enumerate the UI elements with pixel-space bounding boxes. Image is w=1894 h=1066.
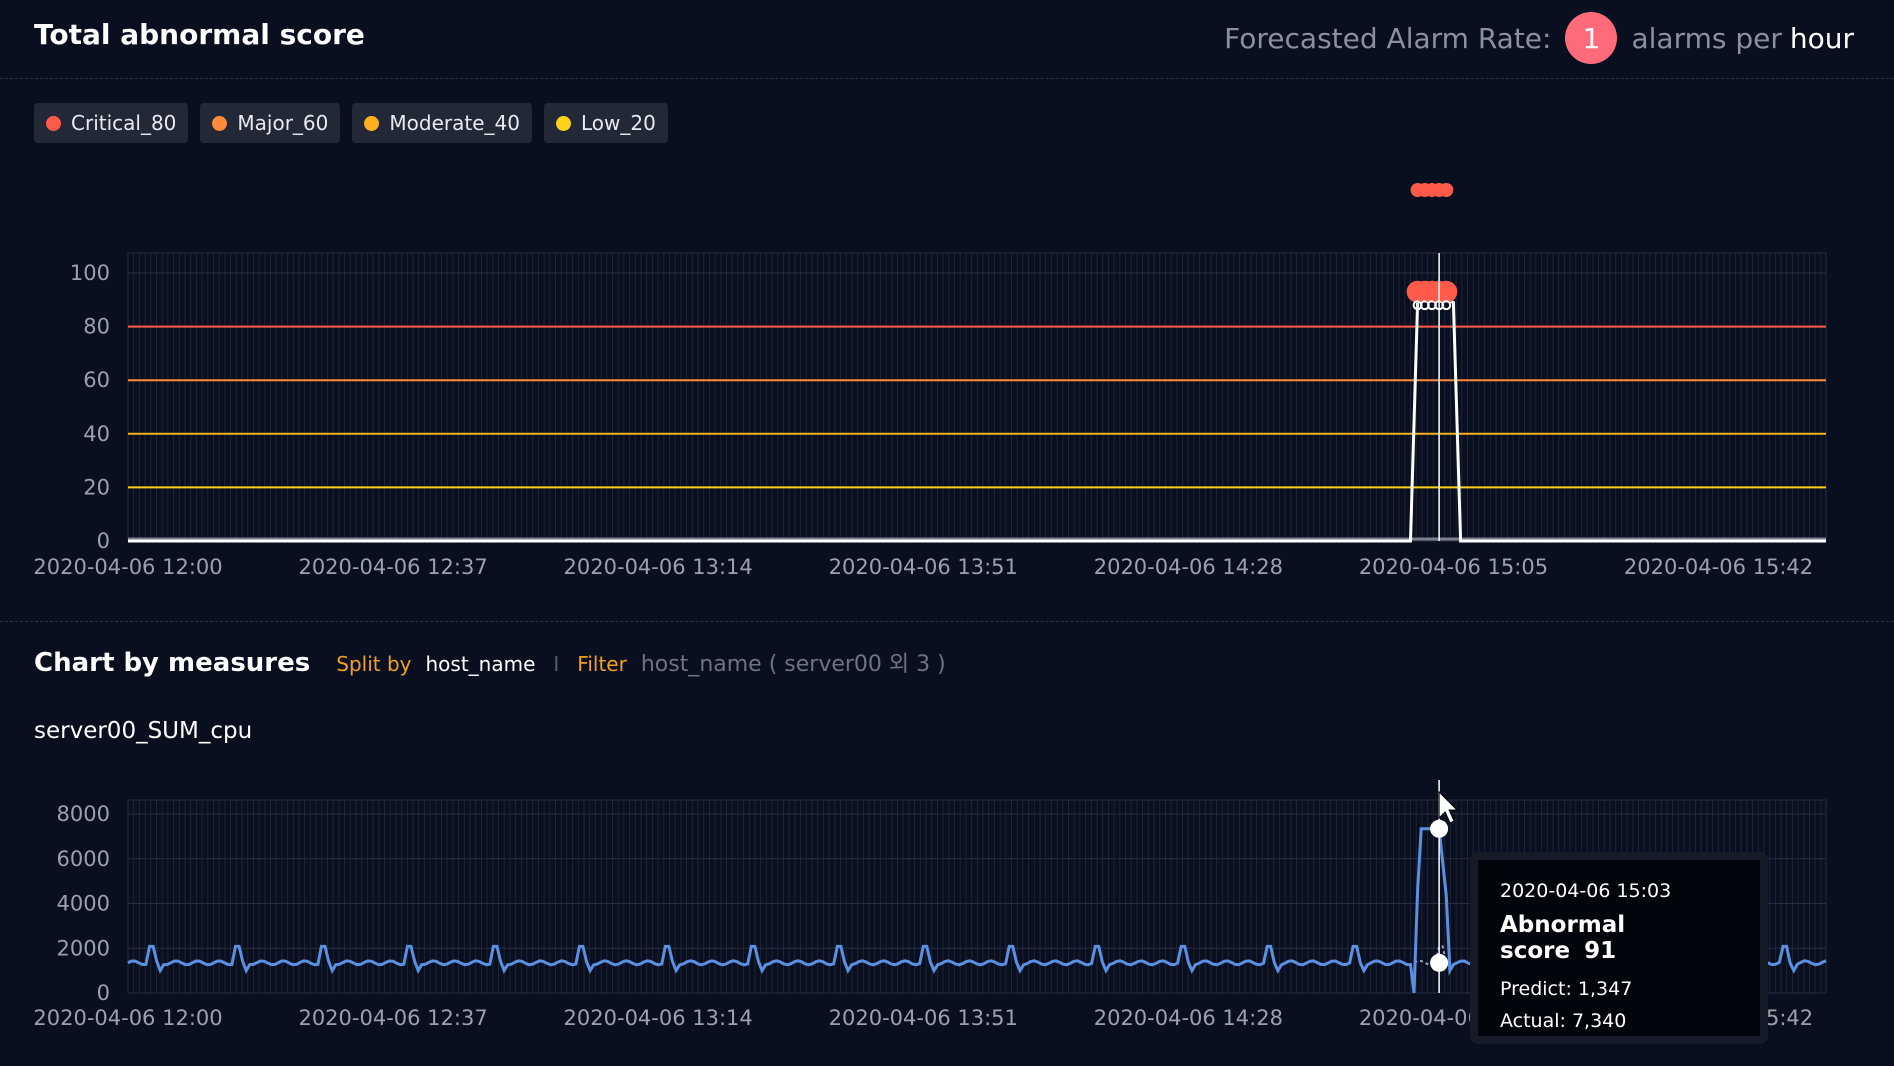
legend-item-low[interactable]: Low_20 xyxy=(543,103,668,143)
x-tick-label: 2020-04-06 13:14 xyxy=(564,555,753,579)
y-tick-label: 0 xyxy=(97,529,110,553)
x-tick-label: 2020-04-06 12:37 xyxy=(298,1006,487,1030)
alarm-rate-suffix: alarms per xyxy=(1631,21,1782,55)
x-tick-label: 2020-04-06 12:37 xyxy=(298,555,487,579)
low-dot-icon xyxy=(555,115,571,131)
tooltip-score-label: Abnormal score xyxy=(1500,912,1626,964)
alarm-rate-unit-dropdown[interactable]: hour xyxy=(1789,21,1854,55)
y-tick-label: 40 xyxy=(83,422,110,446)
y-tick-label: 20 xyxy=(83,475,110,499)
toolbar-separator: I xyxy=(553,652,560,676)
y-tick-label: 60 xyxy=(83,368,110,392)
split-by-label: Split by xyxy=(336,652,412,676)
legend-item-critical[interactable]: Critical_80 xyxy=(34,103,189,143)
mouse-cursor-icon xyxy=(1438,790,1459,824)
tooltip-score: Abnormal score 91 xyxy=(1500,912,1738,964)
filter-value[interactable]: host_name ( server00 외 3 ) xyxy=(640,652,946,677)
y-tick-label: 100 xyxy=(70,261,110,285)
alarm-rate-label: Forecasted Alarm Rate: xyxy=(1224,21,1552,55)
chart-by-measures-toolbar: Chart by measures Split by host_name I F… xyxy=(34,646,946,678)
score-grid xyxy=(127,252,1827,542)
actual-cursor-point xyxy=(1430,819,1449,838)
moderate-dot-icon xyxy=(364,115,380,131)
x-tick-label: 2020-04-06 15:05 xyxy=(1359,555,1548,579)
y-tick-label: 2000 xyxy=(57,936,110,960)
filter-label: Filter xyxy=(577,652,627,676)
x-tick-label: 2020-04-06 13:14 xyxy=(564,1006,753,1030)
legend-item-moderate[interactable]: Moderate_40 xyxy=(352,103,532,143)
x-tick-label: 2020-04-06 12:00 xyxy=(33,1006,222,1030)
abnormal-score-chart[interactable]: 0 20 40 60 80 100 2020-04-06 12:00 2020-04-06 1… xyxy=(0,160,1894,590)
tooltip-date: 2020-04-06 15:03 xyxy=(1500,880,1672,902)
x-tick-label: 2020-04-06 15:42 xyxy=(1624,555,1813,579)
legend-label: Moderate_40 xyxy=(389,111,520,135)
x-tick-label: 2020-04-06 13:51 xyxy=(829,1006,1018,1030)
tooltip-score-value: 91 xyxy=(1584,938,1617,964)
alarm-count-badge: 1 xyxy=(1565,12,1618,64)
critical-dot-icon xyxy=(46,115,61,131)
x-tick-label: 2020-04-06 12:00 xyxy=(33,555,222,579)
alarm-rate: Forecasted Alarm Rate: 1 alarms per hour xyxy=(1224,12,1854,64)
alarm-point xyxy=(1441,300,1452,311)
section-title: Chart by measures xyxy=(34,648,311,678)
split-by-value[interactable]: host_name xyxy=(425,652,536,676)
y-tick-label: 8000 xyxy=(57,802,110,826)
alarm-top-marker xyxy=(1439,183,1454,197)
legend-label: Low_20 xyxy=(580,111,656,135)
legend-label: Critical_80 xyxy=(71,111,177,135)
legend-label: Major_60 xyxy=(237,111,329,135)
y-tick-label: 4000 xyxy=(57,892,110,916)
page-title: Total abnormal score xyxy=(34,18,365,51)
alarm-marker xyxy=(1435,280,1458,303)
tooltip-predict: Predict: 1,347 xyxy=(1500,978,1633,1000)
x-tick-label: 2020-04-06 13:51 xyxy=(829,555,1018,579)
predict-cursor-point xyxy=(1430,953,1449,972)
y-tick-label: 6000 xyxy=(57,847,110,871)
legend-item-major[interactable]: Major_60 xyxy=(200,103,341,143)
y-tick-label: 80 xyxy=(83,315,110,339)
severity-legend: Critical_80 Major_60 Moderate_40 Low_20 xyxy=(34,103,668,143)
y-tick-label: 0 xyxy=(97,981,110,1005)
x-tick-label: 2020-04-06 14:28 xyxy=(1094,1006,1283,1030)
chart-tooltip: 2020-04-06 15:03 Abnormal score 91 Predic… xyxy=(1470,852,1768,1044)
series-title: server00_SUM_cpu xyxy=(34,718,253,744)
x-tick-label: 2020-04-06 14:28 xyxy=(1094,555,1283,579)
section-divider xyxy=(0,621,1894,622)
tooltip-actual: Actual: 7,340 xyxy=(1500,1010,1627,1032)
header: Total abnormal score Forecasted Alarm Ra… xyxy=(0,0,1894,79)
major-dot-icon xyxy=(212,115,228,131)
